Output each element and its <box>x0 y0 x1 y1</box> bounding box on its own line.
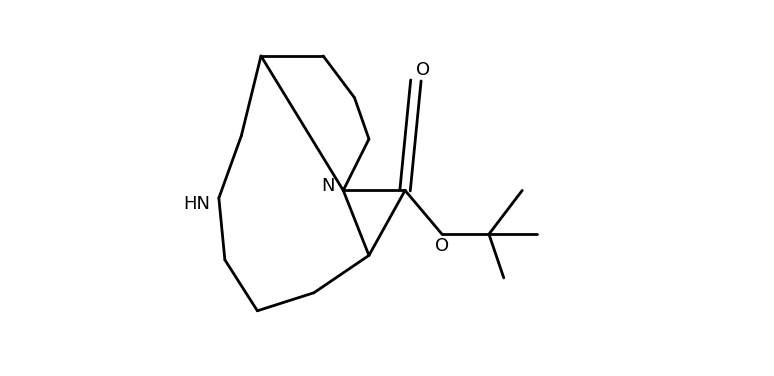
Text: O: O <box>435 237 449 255</box>
Text: N: N <box>321 177 334 196</box>
Text: O: O <box>416 61 430 79</box>
Text: HN: HN <box>183 195 211 213</box>
